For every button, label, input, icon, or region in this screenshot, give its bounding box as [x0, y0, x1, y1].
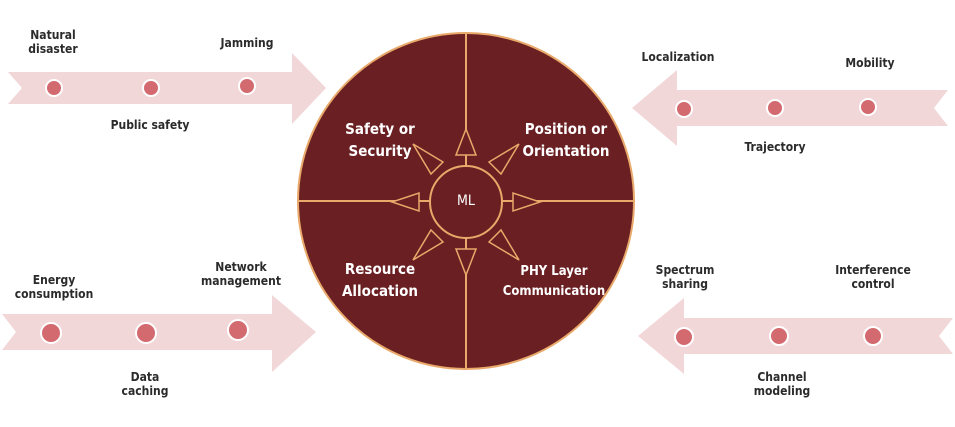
dot-jamming — [238, 77, 256, 95]
dot-mobility — [859, 98, 877, 116]
dot-localization — [675, 100, 693, 118]
label-energy-consumption: Energy consumption — [14, 273, 94, 301]
dot-trajectory — [766, 99, 784, 117]
dot-public-safety — [142, 79, 160, 97]
dot-spectrum-sharing — [674, 327, 694, 347]
tri-left — [389, 191, 420, 213]
label-trajectory: Trajectory — [744, 140, 806, 154]
dot-energy-consumption — [40, 322, 62, 344]
label-localization: Localization — [641, 50, 715, 64]
label-spectrum-sharing: Spectrum sharing — [655, 263, 715, 291]
tri-up-left — [412, 143, 445, 176]
tri-up-right — [487, 143, 520, 176]
arrow-top-right — [632, 70, 948, 146]
ml-hub — [429, 165, 503, 239]
dot-interference-control — [863, 326, 883, 346]
tri-down-right — [487, 228, 520, 261]
dot-network-management — [227, 319, 249, 341]
label-data-caching: Data caching — [121, 370, 169, 398]
label-interference-control: Interference control — [835, 263, 911, 291]
label-network-management: Network management — [201, 260, 281, 288]
dot-channel-modeling — [769, 326, 789, 346]
label-mobility: Mobility — [845, 56, 895, 70]
quadrant-safety-security: Safety or Security — [345, 120, 415, 160]
radiating-arrows — [389, 126, 543, 278]
dot-natural-disaster — [45, 79, 63, 97]
label-jamming: Jamming — [220, 36, 274, 50]
tri-right — [512, 191, 543, 213]
tri-up — [454, 126, 478, 156]
tri-down — [454, 248, 478, 278]
arrow-bottom-right — [638, 298, 953, 374]
quadrant-phy-layer-communication: PHY Layer Communication — [502, 264, 606, 299]
arrow-bottom-left — [2, 295, 316, 372]
dot-data-caching — [135, 322, 157, 344]
arrow-top-left — [8, 53, 326, 124]
label-public-safety: Public safety — [110, 118, 190, 132]
tri-down-left — [412, 228, 445, 261]
quadrant-position-orientation: Position or Orientation — [522, 120, 610, 160]
quadrant-resource-allocation: Resource Allocation — [341, 260, 419, 300]
label-channel-modeling: Channel modeling — [753, 370, 811, 398]
label-natural-disaster: Natural disaster — [28, 28, 78, 56]
ml-label: ML — [457, 193, 475, 209]
